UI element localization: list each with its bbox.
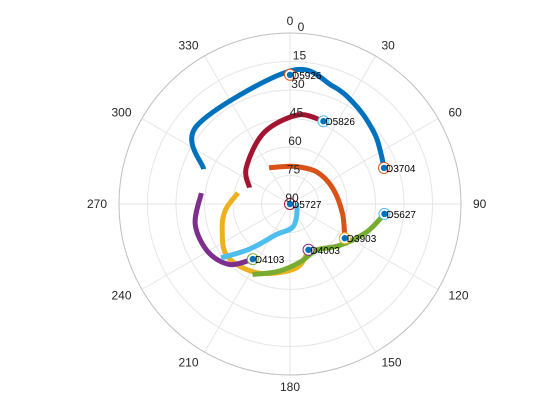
series-line-4 xyxy=(252,212,387,277)
marker-label-4: D5627 xyxy=(386,210,416,221)
marker-point-3 xyxy=(249,255,257,263)
marker-label-7: D5926 xyxy=(292,71,322,82)
theta-grid-line-2 xyxy=(289,118,439,205)
r-tick-label-6: 90 xyxy=(285,191,299,205)
theta-grid-line-8 xyxy=(141,203,291,290)
marker-label-5: D5727 xyxy=(292,200,322,211)
theta-tick-label-0: 0 xyxy=(287,14,294,28)
marker-point-7 xyxy=(286,71,294,79)
theta-grid-line-4 xyxy=(289,203,439,290)
r-tick-label-4: 60 xyxy=(288,134,302,148)
theta-tick-label-1: 30 xyxy=(382,39,396,53)
r-tick-label-0: 0 xyxy=(298,20,305,34)
theta-grid-line-11 xyxy=(204,55,291,205)
r-tick-label-5: 75 xyxy=(287,163,301,177)
r-tick-label-3: 45 xyxy=(290,106,304,120)
series-group xyxy=(189,67,387,277)
series-line-0 xyxy=(189,67,387,170)
series-line-6 xyxy=(243,112,325,189)
series-line-3 xyxy=(192,192,254,268)
r-tick-label-1: 15 xyxy=(293,49,307,63)
theta-tick-label-7: 210 xyxy=(178,355,198,369)
marker-group: D3704 D3903 D4003 D4103 D5627 D5727 D5826 D5926 xyxy=(246,68,416,266)
theta-tick-label-10: 300 xyxy=(111,106,131,120)
marker-label-6: D5826 xyxy=(325,117,355,128)
theta-tick-label-6: 180 xyxy=(280,380,300,394)
theta-tick-label-11: 330 xyxy=(178,39,198,53)
marker-point-4 xyxy=(381,210,388,218)
theta-tick-label-8: 240 xyxy=(111,289,131,303)
marker-point-0 xyxy=(380,164,388,172)
theta-tick-label-3: 90 xyxy=(473,197,487,211)
theta-tick-label-9: 270 xyxy=(87,197,107,211)
marker-label-1: D3903 xyxy=(347,234,377,245)
marker-label-2: D4003 xyxy=(311,246,341,257)
marker-point-6 xyxy=(320,118,327,125)
theta-grid-line-10 xyxy=(141,118,291,205)
marker-label-0: D3704 xyxy=(386,164,416,175)
theta-tick-label-2: 60 xyxy=(448,106,462,120)
marker-label-3: D4103 xyxy=(255,255,285,266)
marker-point-2 xyxy=(305,246,312,254)
marker-point-5 xyxy=(286,200,294,208)
series-line-1 xyxy=(268,163,348,239)
theta-grid-line-1 xyxy=(289,55,376,205)
plot-boundary xyxy=(118,32,462,376)
r-tick-label-2: 30 xyxy=(291,77,305,91)
tick-labels: 0 30 60 90 120 150 180 210 240 270 300 330 0 15 30 45 60… xyxy=(87,14,487,394)
marker-point-1 xyxy=(341,235,348,242)
theta-tick-label-4: 120 xyxy=(448,289,468,303)
series-line-5 xyxy=(220,201,300,261)
theta-grid-line-7 xyxy=(204,203,291,353)
theta-tick-label-5: 150 xyxy=(382,355,402,369)
theta-grid-line-5 xyxy=(289,203,376,353)
